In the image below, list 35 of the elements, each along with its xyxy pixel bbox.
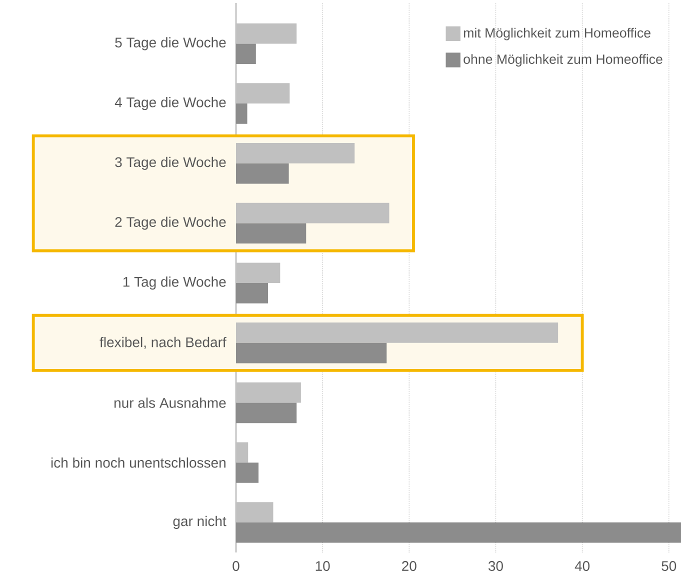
bar — [236, 223, 306, 244]
bar — [236, 342, 387, 364]
x-tick-label: 0 — [232, 561, 240, 571]
y-tick-label: flexibel, nach Bedarf — [100, 336, 226, 349]
bar — [236, 442, 248, 463]
bar — [236, 23, 297, 44]
x-tick-label: 50 — [662, 561, 676, 571]
y-tick-label: nur als Ausnahme — [114, 398, 226, 408]
bar — [236, 522, 681, 543]
y-tick-label: gar nicht — [173, 516, 226, 529]
y-tick-label: 4 Tage die Woche — [114, 97, 226, 110]
x-tick-label: 40 — [574, 561, 590, 571]
bar — [236, 402, 297, 424]
bar — [236, 104, 248, 124]
bar — [236, 502, 274, 522]
bar — [236, 462, 259, 483]
bar — [236, 163, 289, 184]
bar — [236, 382, 301, 403]
bar — [236, 44, 256, 64]
bar — [236, 202, 390, 224]
x-tick-label: 10 — [316, 561, 330, 571]
bar — [236, 283, 268, 304]
bar — [236, 322, 558, 343]
y-tick-label: 2 Tage die Woche — [115, 216, 226, 230]
bar — [236, 83, 290, 104]
bar — [236, 143, 355, 164]
y-tick-label: 3 Tage die Woche — [115, 156, 226, 170]
y-tick-label: ich bin noch unentschlossen — [51, 457, 226, 468]
bar — [236, 262, 280, 284]
y-tick-label: 1 Tag die Woche — [123, 276, 226, 290]
x-tick-label: 20 — [402, 561, 416, 571]
legend-label: mit Möglichkeit zum Homeoffice — [464, 28, 650, 40]
y-tick-label: 5 Tage die Woche — [115, 37, 226, 50]
legend-label: ohne Möglichkeit zum Homeoffice — [464, 54, 662, 67]
x-tick-label: 30 — [488, 561, 503, 571]
